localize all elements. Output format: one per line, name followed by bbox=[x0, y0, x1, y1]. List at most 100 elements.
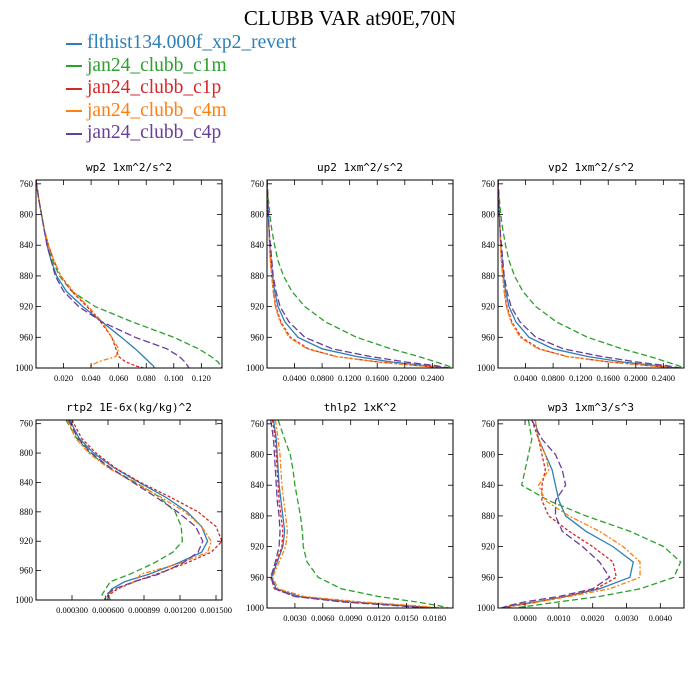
y-tick-label: 1000 bbox=[477, 603, 496, 613]
y-tick-label: 760 bbox=[20, 419, 34, 429]
y-tick-label: 920 bbox=[482, 542, 496, 552]
legend-label: flthist134.000f_xp2_revert bbox=[87, 32, 297, 53]
y-tick-label: 1000 bbox=[246, 603, 265, 613]
x-tick-label: 0.2400 bbox=[421, 373, 444, 383]
x-tick-label: 0.0030 bbox=[283, 613, 306, 623]
series-line bbox=[270, 420, 435, 608]
x-tick-label: 0.2000 bbox=[624, 373, 647, 383]
legend: flthist134.000f_xp2_revert jan24_clubb_c… bbox=[66, 32, 297, 145]
chart-panel: vp2 1xm^2/s^2 760 800 840 880 920 960 1000 0.040… bbox=[477, 161, 685, 383]
y-tick-label: 1000 bbox=[15, 363, 34, 373]
y-tick-label: 760 bbox=[251, 179, 265, 189]
y-tick-label: 960 bbox=[20, 566, 34, 576]
x-tick-label: 0.2000 bbox=[393, 373, 416, 383]
plot-frame bbox=[266, 419, 454, 609]
y-tick-label: 880 bbox=[251, 511, 265, 521]
x-tick-label: 0.0020 bbox=[581, 613, 604, 623]
x-tick-label: 0.040 bbox=[82, 373, 101, 383]
chart-title: up2 1xm^2/s^2 bbox=[317, 161, 403, 174]
series-line bbox=[36, 180, 120, 368]
x-tick-label: 0.000600 bbox=[92, 605, 124, 615]
page-title: CLUBB VAR at90E,70N bbox=[243, 6, 457, 30]
x-tick-label: 0.020 bbox=[54, 373, 73, 383]
y-tick-label: 920 bbox=[251, 302, 265, 312]
series-line bbox=[36, 180, 144, 368]
y-tick-label: 840 bbox=[20, 477, 34, 487]
plot-frame bbox=[497, 179, 685, 369]
y-tick-label: 920 bbox=[20, 302, 34, 312]
y-tick-label: 1000 bbox=[477, 363, 496, 373]
x-tick-label: 0.0010 bbox=[547, 613, 570, 623]
chart-panel: thlp2 1xK^2 760 800 840 880 920 960 1000 0.0030 0… bbox=[246, 401, 454, 623]
legend-swatch bbox=[66, 132, 82, 135]
series-line bbox=[267, 180, 447, 368]
x-tick-label: 0.000300 bbox=[56, 605, 88, 615]
x-tick-label: 0.120 bbox=[192, 373, 211, 383]
legend-item: jan24_clubb_c1m bbox=[66, 55, 297, 78]
y-tick-label: 960 bbox=[482, 332, 496, 342]
x-tick-label: 0.1200 bbox=[338, 373, 361, 383]
y-tick-label: 1000 bbox=[15, 595, 34, 605]
x-tick-label: 0.0060 bbox=[311, 613, 334, 623]
y-tick-label: 840 bbox=[482, 240, 496, 250]
y-tick-label: 960 bbox=[251, 332, 265, 342]
series-line bbox=[504, 420, 641, 608]
series-line bbox=[270, 420, 426, 608]
y-tick-label: 800 bbox=[20, 448, 34, 458]
chart-title: rtp2 1E-6x(kg/kg)^2 bbox=[66, 401, 192, 414]
x-tick-label: 0.1600 bbox=[366, 373, 389, 383]
series-line bbox=[270, 420, 440, 608]
series-line bbox=[501, 420, 611, 608]
x-tick-label: 0.0180 bbox=[423, 613, 446, 623]
x-tick-label: 0.1200 bbox=[569, 373, 592, 383]
chart-title: wp3 1xm^3/s^3 bbox=[548, 401, 634, 414]
plot-frame bbox=[35, 179, 223, 369]
legend-item: flthist134.000f_xp2_revert bbox=[66, 32, 297, 55]
series-line bbox=[271, 420, 442, 608]
y-tick-label: 800 bbox=[20, 210, 34, 220]
plot-frame bbox=[35, 419, 223, 601]
y-tick-label: 840 bbox=[251, 240, 265, 250]
legend-item: jan24_clubb_c1p bbox=[66, 77, 297, 100]
y-tick-label: 960 bbox=[251, 572, 265, 582]
x-tick-label: 0.080 bbox=[137, 373, 156, 383]
x-tick-label: 0.0150 bbox=[395, 613, 418, 623]
y-tick-label: 800 bbox=[482, 210, 496, 220]
x-tick-label: 0.100 bbox=[164, 373, 183, 383]
x-tick-label: 0.001200 bbox=[164, 605, 196, 615]
y-tick-label: 880 bbox=[251, 271, 265, 281]
y-tick-label: 920 bbox=[251, 542, 265, 552]
x-tick-label: 0.0040 bbox=[649, 613, 672, 623]
x-tick-label: 0.0000 bbox=[513, 613, 536, 623]
legend-label: jan24_clubb_c4p bbox=[87, 122, 222, 143]
y-tick-label: 800 bbox=[482, 450, 496, 460]
x-tick-label: 0.0090 bbox=[339, 613, 362, 623]
legend-swatch bbox=[66, 110, 82, 113]
plot-frame bbox=[497, 419, 685, 609]
series-line bbox=[67, 420, 204, 600]
chart-title: vp2 1xm^2/s^2 bbox=[548, 161, 634, 174]
y-tick-label: 840 bbox=[251, 480, 265, 490]
chart-panel: wp2 1xm^2/s^2 760 800 840 880 920 960 1000 0.020… bbox=[15, 161, 223, 383]
series-line bbox=[36, 180, 156, 368]
x-tick-label: 0.1600 bbox=[597, 373, 620, 383]
y-tick-label: 800 bbox=[251, 210, 265, 220]
chart-panel: up2 1xm^2/s^2 760 800 840 880 920 960 1000 0.040… bbox=[246, 161, 454, 383]
y-tick-label: 960 bbox=[20, 332, 34, 342]
y-tick-label: 880 bbox=[20, 271, 34, 281]
legend-label: jan24_clubb_c1p bbox=[87, 77, 222, 98]
legend-label: jan24_clubb_c4m bbox=[87, 99, 227, 121]
x-tick-label: 0.060 bbox=[109, 373, 128, 383]
x-tick-label: 0.0800 bbox=[541, 373, 564, 383]
series-line bbox=[498, 180, 681, 368]
legend-swatch bbox=[66, 87, 82, 90]
series-line bbox=[65, 420, 184, 600]
plot-frame bbox=[266, 179, 454, 369]
x-tick-label: 0.0030 bbox=[615, 613, 638, 623]
x-tick-label: 0.0800 bbox=[310, 373, 333, 383]
x-tick-label: 0.0400 bbox=[283, 373, 306, 383]
series-line bbox=[69, 420, 209, 600]
series-line bbox=[277, 420, 449, 608]
legend-swatch bbox=[66, 65, 82, 68]
